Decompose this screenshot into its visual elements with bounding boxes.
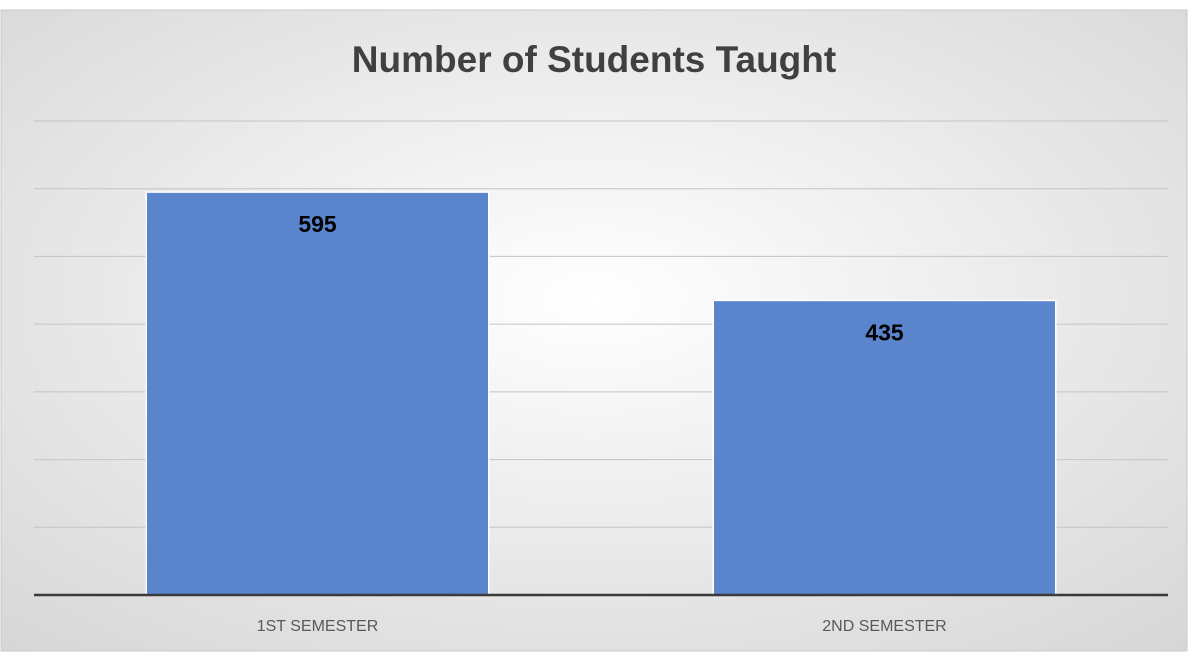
data-label: 435: [865, 320, 904, 346]
data-label: 595: [298, 211, 337, 237]
chart-title: Number of Students Taught: [352, 39, 836, 80]
x-tick-label: 1ST SEMESTER: [257, 618, 379, 635]
x-tick-label: 2ND SEMESTER: [822, 618, 946, 635]
bar: [145, 191, 490, 596]
bar: [712, 299, 1057, 596]
